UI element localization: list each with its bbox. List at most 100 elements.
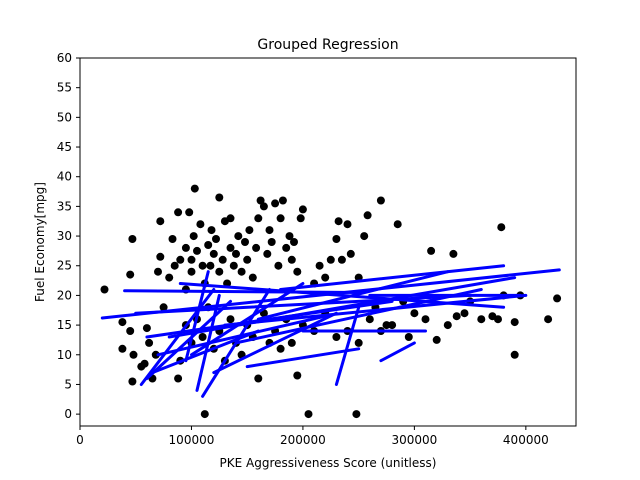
scatter-point [352,410,361,419]
scatter-point [185,208,194,217]
scatter-point [265,226,274,235]
x-axis-label: PKE Aggressiveness Score (unitless) [220,456,437,470]
y-tick-label: 30 [57,229,72,243]
scatter-point [354,338,363,347]
scatter-point [204,241,213,249]
scatter-point [187,267,196,276]
scatter-point [276,214,285,223]
regression-line [195,293,221,392]
regression-line [190,282,305,357]
y-axis-ticks: 0 5 10 15 20 25 30 35 40 45 50 55 60 [57,51,80,421]
scatter-point [212,235,220,243]
scatter-point [376,196,385,205]
scatter-point [510,318,519,327]
y-tick-label: 40 [57,170,72,184]
scatter-point [278,196,287,205]
scatter-point [156,217,165,226]
scatter-point [215,193,224,202]
scatter-point [346,249,355,258]
scatter-point [145,338,154,347]
scatter-point [140,359,149,368]
scatter-point [170,261,179,270]
scatter-point [129,350,138,359]
scatter-point [337,255,346,264]
scatter-point [285,232,294,241]
plot-area [100,184,562,419]
scatter-point [404,333,413,341]
scatter-point [165,273,174,282]
scatter-point [168,235,177,243]
scatter-point [393,220,402,229]
scatter-point [232,249,240,258]
y-tick-label: 60 [57,51,72,65]
scatter-point [226,243,235,252]
y-tick-label: 5 [64,377,72,391]
scatter-point [287,338,296,347]
regression-line [123,289,361,294]
x-tick-label: 0 [76,433,84,447]
scatter-point [382,321,391,330]
scatter-point [198,333,207,341]
scatter-point [245,226,254,235]
scatter-point [427,246,436,255]
scatter-point [452,312,461,321]
scatter-point [126,270,135,279]
scatter-point [296,214,305,223]
scatter-point [189,232,198,241]
scatter-point [181,243,190,252]
regression-line [145,299,232,380]
scatter-point [206,261,215,270]
scatter-point [334,217,343,226]
scatter-point [388,321,397,330]
scatter-point [365,315,374,324]
scatter-point [118,318,127,327]
y-tick-label: 15 [57,318,72,332]
scatter-point [494,315,502,324]
scatter-point [229,261,238,270]
y-tick-label: 55 [57,81,72,95]
regression-line [379,341,416,363]
scatter-point [421,315,430,324]
scatter-point [553,294,562,303]
scatter-point [218,255,227,264]
scatter-point [332,333,341,341]
scatter-point [193,246,201,255]
scatter-point [274,261,283,270]
y-tick-label: 0 [64,407,72,421]
scatter-point [290,238,298,246]
y-tick-label: 50 [57,110,72,124]
regression-line [212,311,338,375]
scatter-point [128,235,137,243]
scatter-point [326,255,335,264]
scatter-point [293,267,302,276]
scatter-point [151,350,160,359]
regression-line [279,264,506,291]
regression-line [334,305,361,386]
scatter-point [267,238,276,246]
scatter-point [156,252,165,261]
scatter-point [142,324,151,333]
scatter-point [360,232,369,241]
scatter-point [237,267,246,276]
x-tick-label: 200000 [280,433,326,447]
scatter-point [207,226,216,235]
scatter-point [321,273,330,282]
y-tick-label: 35 [57,199,72,213]
scatter-point [449,249,458,258]
scatter-point [198,261,207,270]
chart-title: Grouped Regression [257,37,398,53]
regression-line [134,293,472,315]
scatter-point [544,315,553,324]
scatter-point [174,208,183,217]
plot-frame [79,57,577,427]
x-tick-label: 300000 [391,433,437,447]
scatter-point [304,410,313,419]
scatter-point [432,335,441,344]
scatter-point [234,232,243,241]
x-axis-ticks: 0 100000 200000 300000 400000 [76,426,549,447]
regression-lines [100,264,561,398]
scatter-point [241,238,249,246]
y-tick-label: 45 [57,140,72,154]
scatter-point [200,410,209,419]
